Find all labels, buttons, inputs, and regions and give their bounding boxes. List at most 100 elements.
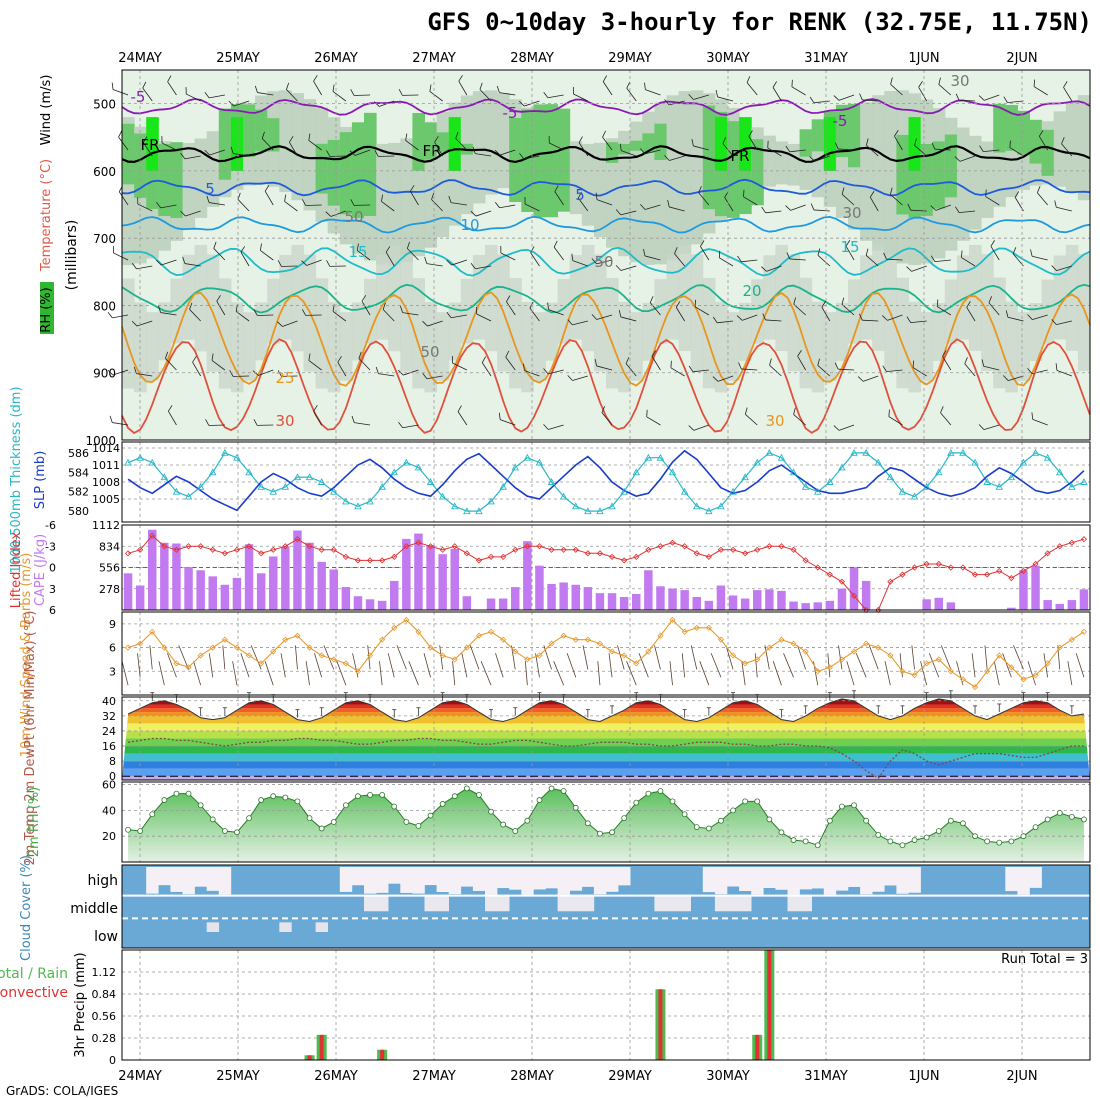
wind-speed-line bbox=[127, 619, 1085, 688]
wind-barb bbox=[937, 306, 952, 316]
wind-barb bbox=[352, 653, 359, 678]
wind-barb bbox=[1056, 265, 1072, 271]
wind-barb-flag bbox=[361, 295, 367, 302]
contour-label: 50 bbox=[594, 253, 613, 271]
wind-barb bbox=[209, 149, 225, 156]
wind-barb-flag bbox=[883, 252, 887, 260]
temp-color-bands bbox=[122, 698, 1090, 780]
wind-speed-marker bbox=[330, 656, 337, 663]
wind-barb-flag bbox=[529, 301, 534, 309]
wind-barb bbox=[602, 136, 613, 151]
lifted-index-marker bbox=[354, 557, 362, 564]
thickness-marker bbox=[983, 478, 991, 485]
wind-barb bbox=[208, 653, 214, 678]
thickness-marker bbox=[947, 448, 955, 456]
wind-barb bbox=[961, 257, 976, 267]
cloud-clear-high bbox=[364, 867, 377, 894]
rh-fill-cell bbox=[545, 302, 559, 361]
wind-barb bbox=[865, 255, 879, 267]
rh-marker bbox=[923, 834, 930, 841]
cape-bar bbox=[402, 538, 411, 610]
y-tick-label: 0.84 bbox=[92, 988, 117, 1001]
wind-barb-flag bbox=[107, 312, 113, 319]
rh-fill-cell bbox=[678, 244, 692, 352]
wind-barb-flag bbox=[1054, 200, 1057, 208]
thickness-marker bbox=[934, 468, 943, 476]
thickness-marker bbox=[342, 497, 350, 505]
cape-bar bbox=[765, 589, 774, 610]
wind-barb-flag bbox=[424, 256, 428, 264]
rh-fill-cell bbox=[230, 117, 244, 171]
wind-barb-flag bbox=[785, 205, 791, 211]
rh-fill-cell bbox=[1065, 244, 1079, 351]
wind-barb bbox=[479, 89, 492, 102]
rh-marker bbox=[584, 820, 591, 827]
rh-fill-cell bbox=[472, 255, 486, 340]
wind-barb bbox=[305, 661, 310, 686]
rh-marker bbox=[524, 817, 531, 824]
cloud-clear-high bbox=[848, 867, 861, 887]
wind-barb-flag bbox=[577, 191, 582, 199]
wind-barb bbox=[817, 254, 831, 267]
cape-bar bbox=[1019, 570, 1028, 610]
wind-barb bbox=[745, 413, 758, 426]
temp-line bbox=[127, 698, 1084, 723]
wind-barb bbox=[869, 196, 879, 212]
wind-speed-marker bbox=[524, 656, 531, 663]
wind-barb bbox=[573, 93, 589, 102]
thickness-marker bbox=[245, 468, 253, 476]
wind-barb bbox=[638, 653, 649, 678]
wind-barb bbox=[192, 362, 201, 377]
rh-marker bbox=[137, 828, 144, 834]
wind-barb-flag bbox=[358, 351, 362, 359]
lifted-index-marker bbox=[802, 557, 809, 564]
lifted-index-marker bbox=[717, 546, 725, 553]
wind-barb-flag bbox=[649, 296, 654, 303]
wind-barb bbox=[235, 311, 250, 322]
wind-barb-flag bbox=[1005, 310, 1009, 318]
cloud-clear-high bbox=[460, 867, 474, 887]
x-tick-label-top: 31MAY bbox=[804, 51, 848, 66]
cloud-clear-high bbox=[218, 867, 232, 895]
rh-marker bbox=[367, 792, 373, 798]
grads-credit: GrADS: COLA/IGES bbox=[6, 1084, 119, 1098]
cape-bar bbox=[861, 580, 871, 610]
wind-barb bbox=[959, 99, 976, 102]
wind-barb-flag bbox=[1036, 186, 1041, 193]
cape-bar bbox=[946, 602, 956, 610]
wind-barb bbox=[121, 661, 129, 686]
rh-fill-cell bbox=[267, 118, 280, 152]
wind-barb bbox=[793, 303, 806, 316]
rh-marker bbox=[742, 798, 749, 805]
wind-speed-marker bbox=[645, 648, 652, 655]
wind-barb-flag bbox=[595, 192, 598, 200]
wind-barb bbox=[717, 96, 734, 102]
wind-barb-flag bbox=[189, 302, 193, 310]
wind-barb bbox=[499, 149, 516, 156]
cloud-clear-high bbox=[557, 867, 570, 895]
wind-barb-flag bbox=[543, 368, 549, 375]
wind-barb bbox=[410, 190, 419, 206]
wind-barb-flag bbox=[833, 425, 840, 431]
rh-fill-cell bbox=[714, 117, 728, 171]
cape-bar bbox=[595, 593, 605, 610]
wind-speed-marker bbox=[512, 648, 519, 655]
wind-barb bbox=[1002, 653, 1012, 678]
wind-barb-flag bbox=[284, 194, 287, 202]
wind-barb-flag bbox=[494, 201, 500, 209]
lifted-index-marker bbox=[548, 546, 555, 553]
wind-barb-flag bbox=[553, 240, 558, 248]
rh-marker bbox=[355, 793, 361, 800]
wind-barb-flag bbox=[1003, 96, 1008, 103]
wind-barb bbox=[890, 194, 903, 206]
wind-barb bbox=[451, 259, 467, 266]
wind-barb-flag bbox=[382, 302, 386, 310]
contour-label: 50 bbox=[344, 208, 363, 226]
wind-barb bbox=[543, 645, 552, 670]
rh-fill-cell bbox=[460, 95, 474, 215]
rh-fill-cell bbox=[1017, 312, 1030, 382]
cape-bar bbox=[511, 587, 520, 610]
y-tick-label-left: 0 bbox=[49, 562, 56, 575]
wind-barb bbox=[402, 312, 419, 316]
wind-barb bbox=[940, 412, 952, 426]
